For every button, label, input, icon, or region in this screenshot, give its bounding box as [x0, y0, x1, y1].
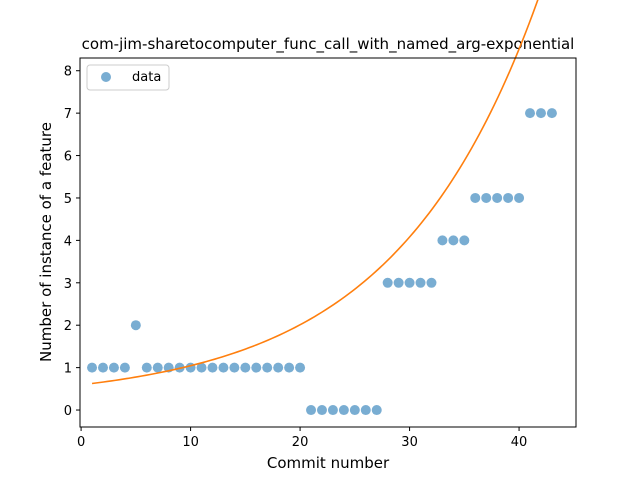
- data-point: [371, 405, 382, 416]
- y-axis: 0 1 2 3 4 5 6 7 8: [64, 65, 80, 419]
- x-axis-label: Commit number: [267, 454, 390, 472]
- data-point: [141, 362, 152, 373]
- data-point: [503, 192, 514, 203]
- data-point: [492, 192, 503, 203]
- data-point: [152, 362, 163, 373]
- data-point: [273, 362, 284, 373]
- y-tick-label: 8: [64, 65, 72, 80]
- data-point: [382, 277, 393, 288]
- data-point: [437, 235, 448, 246]
- data-point: [514, 192, 525, 203]
- data-point: [130, 320, 141, 331]
- data-point: [240, 362, 251, 373]
- data-point: [284, 362, 295, 373]
- data-point: [360, 405, 371, 416]
- axes-frame: [79, 57, 577, 428]
- y-axis-label: Number of instance of a feature: [37, 122, 55, 362]
- data-point: [306, 405, 317, 416]
- y-tick-label: 1: [64, 362, 72, 377]
- x-tick-label: 0: [77, 435, 85, 450]
- y-tick-label: 4: [64, 234, 72, 249]
- data-point: [426, 277, 437, 288]
- data-point: [393, 277, 404, 288]
- data-point: [448, 235, 459, 246]
- legend: data: [86, 64, 170, 91]
- data-point: [229, 362, 240, 373]
- data-point: [481, 192, 492, 203]
- data-point: [470, 192, 481, 203]
- data-point: [404, 277, 415, 288]
- data-point: [338, 405, 349, 416]
- data-point: [207, 362, 218, 373]
- y-tick-label: 6: [64, 150, 72, 165]
- x-axis: 0 10 20 30 40: [77, 427, 527, 450]
- y-tick-label: 5: [64, 192, 72, 207]
- data-point: [535, 108, 546, 119]
- legend-marker: [101, 72, 111, 82]
- data-point: [262, 362, 273, 373]
- data-point: [459, 235, 470, 246]
- x-tick-label: 10: [182, 435, 199, 450]
- data-point: [87, 362, 98, 373]
- x-tick-label: 30: [401, 435, 418, 450]
- data-point: [525, 108, 536, 119]
- y-tick-label: 7: [64, 107, 72, 122]
- legend-label: data: [132, 70, 161, 85]
- data-point: [119, 362, 130, 373]
- chart-title: com-jim-sharetocomputer_func_call_with_n…: [82, 35, 575, 54]
- data-point: [295, 362, 306, 373]
- data-point: [108, 362, 119, 373]
- y-tick-label: 3: [64, 277, 72, 292]
- y-tick-label: 2: [64, 319, 72, 334]
- data-point: [196, 362, 207, 373]
- plot-area: [87, 0, 557, 416]
- data-point: [251, 362, 262, 373]
- data-point: [97, 362, 108, 373]
- data-point: [546, 108, 557, 119]
- data-point: [349, 405, 360, 416]
- data-point: [415, 277, 426, 288]
- data-point: [327, 405, 338, 416]
- x-tick-label: 40: [511, 435, 528, 450]
- fit-line: [91, 0, 539, 385]
- x-tick-label: 20: [292, 435, 309, 450]
- y-tick-label: 0: [64, 404, 72, 419]
- data-point: [316, 405, 327, 416]
- data-point: [218, 362, 229, 373]
- legend-frame: [86, 64, 170, 91]
